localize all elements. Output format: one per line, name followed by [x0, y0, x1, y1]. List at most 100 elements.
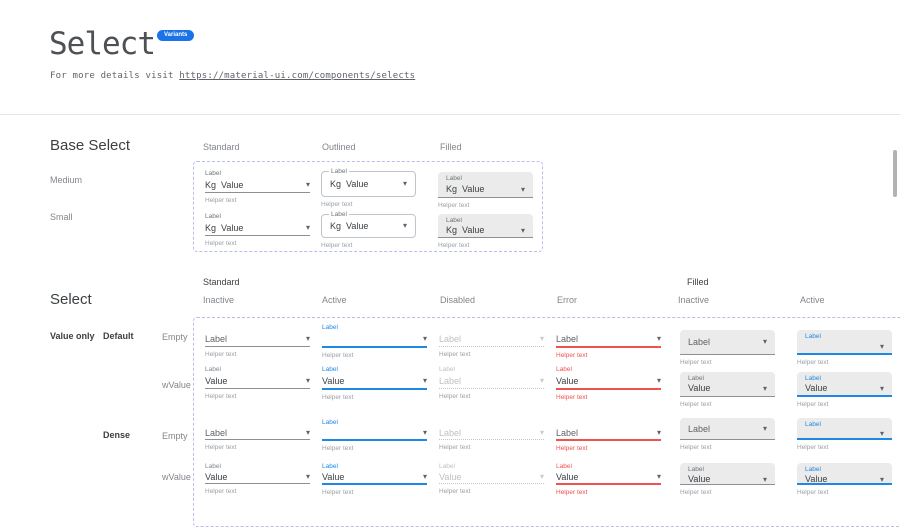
dropdown-arrow-icon: ▾: [656, 472, 661, 481]
select-control[interactable]: Label Value ▾: [680, 463, 775, 485]
select-control[interactable]: Label ▾: [205, 332, 310, 346]
helper-text: Helper text: [321, 242, 353, 249]
column-header-inactive: Inactive: [203, 295, 235, 305]
dropdown-arrow-icon: ▾: [305, 223, 310, 232]
page-divider: [0, 114, 900, 115]
select-underline: [205, 346, 310, 347]
dropdown-arrow-icon: ▾: [879, 475, 884, 484]
select-control[interactable]: Label Value ▾: [680, 372, 775, 397]
dropdown-arrow-icon: ▾: [422, 428, 427, 437]
select-placeholder: Label: [556, 334, 579, 344]
select-control[interactable]: Label Kg Value ▾: [321, 168, 416, 197]
floating-label-spacer: [205, 324, 310, 332]
helper-text: Helper text: [205, 351, 237, 358]
dropdown-arrow-icon: ▾: [402, 221, 407, 230]
select-standard-error-wvalue: Label Value ▾ Helper text: [556, 366, 661, 402]
floating-label: Label: [439, 366, 455, 373]
select-value: Value: [556, 472, 579, 482]
floating-label: Label: [329, 211, 349, 219]
adornment: Kg: [330, 179, 342, 189]
base-select-outlined-small: Label Kg Value ▾ Helper text: [321, 211, 416, 250]
column-header-filled-active: Active: [800, 295, 825, 305]
select-control[interactable]: Label ▾: [439, 332, 544, 346]
select-control[interactable]: ▾: [322, 332, 427, 346]
dropdown-arrow-icon: ▾: [762, 423, 767, 433]
select-value: Label: [439, 376, 462, 386]
select-value: Value: [688, 474, 711, 484]
select-value: Value: [462, 225, 485, 235]
select-control[interactable]: Value ▾: [322, 471, 427, 483]
dropdown-arrow-icon: ▾: [762, 384, 767, 393]
select-control[interactable]: Label ▾: [556, 332, 661, 346]
dropdown-arrow-icon: ▾: [539, 334, 544, 343]
dropdown-arrow-icon: ▾: [762, 475, 767, 484]
floating-label: Label: [205, 366, 221, 373]
dropdown-arrow-icon: ▾: [539, 428, 544, 437]
select-value: Value: [805, 474, 828, 484]
select-control[interactable]: Value ▾: [205, 471, 310, 483]
select-underline: [439, 439, 544, 440]
select-underline: [205, 439, 310, 440]
select-value: Value: [205, 376, 228, 386]
details-link[interactable]: https://material-ui.com/components/selec…: [179, 71, 416, 81]
select-control[interactable]: Label Kg Value ▾: [438, 172, 533, 198]
select-standard-disabled-empty-dense: Label ▾ Helper text: [439, 419, 544, 452]
select-value: Value: [439, 472, 462, 482]
helper-text: Helper text: [205, 444, 237, 451]
select-control[interactable]: Label Value ▾: [797, 463, 892, 485]
helper-text: Helper text: [797, 359, 829, 366]
select-placeholder: Label: [556, 428, 579, 438]
select-control[interactable]: ▾: [322, 427, 427, 439]
select-underline: [439, 388, 544, 389]
helper-text: Helper text: [556, 445, 588, 452]
select-control[interactable]: Label ▾: [439, 427, 544, 439]
select-control[interactable]: Value ▾: [556, 471, 661, 483]
dropdown-arrow-icon: ▾: [305, 472, 310, 481]
select-control[interactable]: Label Kg Value ▾: [438, 214, 533, 238]
select-control[interactable]: Label ▾: [680, 418, 775, 440]
select-control[interactable]: Label ▾: [797, 418, 892, 440]
floating-label: Label: [805, 421, 821, 428]
select-control[interactable]: Value ▾: [205, 374, 310, 388]
floating-label: Label: [688, 375, 704, 382]
select-underline: [322, 388, 427, 390]
select-value: Value: [462, 184, 485, 194]
select-value: Value: [688, 383, 711, 393]
row-group-label: Value only: [50, 331, 95, 341]
select-control[interactable]: Label ▾: [439, 374, 544, 388]
dropdown-arrow-icon: ▾: [305, 334, 310, 343]
select-control[interactable]: Label ▾: [556, 427, 661, 439]
dropdown-arrow-icon: ▾: [422, 334, 427, 343]
select-standard-error-empty-dense: Label ▾ Helper text: [556, 419, 661, 453]
adornment: Kg: [205, 223, 217, 233]
helper-text: Helper text: [797, 444, 829, 451]
select-control[interactable]: Label Kg Value ▾: [321, 211, 416, 238]
select-control[interactable]: Value ▾: [556, 374, 661, 388]
select-control[interactable]: Value ▾: [439, 471, 544, 483]
helper-text: Helper text: [205, 240, 237, 247]
dropdown-arrow-icon: ▾: [879, 384, 884, 393]
select-placeholder: Label: [439, 334, 462, 344]
select-control[interactable]: Label ▾: [680, 330, 775, 355]
column-header-outlined: Outlined: [322, 142, 356, 152]
select-underline: [205, 483, 310, 484]
select-control[interactable]: Label ▾: [205, 427, 310, 439]
floating-label: Label: [322, 324, 338, 331]
scrollbar-thumb[interactable]: [893, 150, 897, 197]
select-control[interactable]: Kg Value ▾: [205, 221, 310, 235]
column-header-filled: Filled: [440, 142, 462, 152]
helper-text: Helper text: [438, 202, 470, 209]
base-select-standard-small: Label Kg Value ▾ Helper text: [205, 213, 310, 248]
select-control[interactable]: Label Value ▾: [797, 372, 892, 397]
select-standard-active-empty-dense: Label ▾ Helper text: [322, 419, 427, 453]
variant-label-empty-dense: Empty: [162, 431, 188, 441]
select-control[interactable]: Value ▾: [322, 374, 427, 388]
select-control[interactable]: Kg Value ▾: [205, 178, 310, 192]
dropdown-arrow-icon: ▾: [422, 376, 427, 385]
details-prefix: For more details visit: [50, 71, 180, 81]
select-filled-active-empty-dense: Label ▾ Helper text: [797, 418, 892, 452]
row-label-small: Small: [50, 212, 73, 222]
select-control[interactable]: Label ▾: [797, 330, 892, 355]
dropdown-arrow-icon: ▾: [539, 376, 544, 385]
helper-text: Helper text: [439, 444, 471, 451]
